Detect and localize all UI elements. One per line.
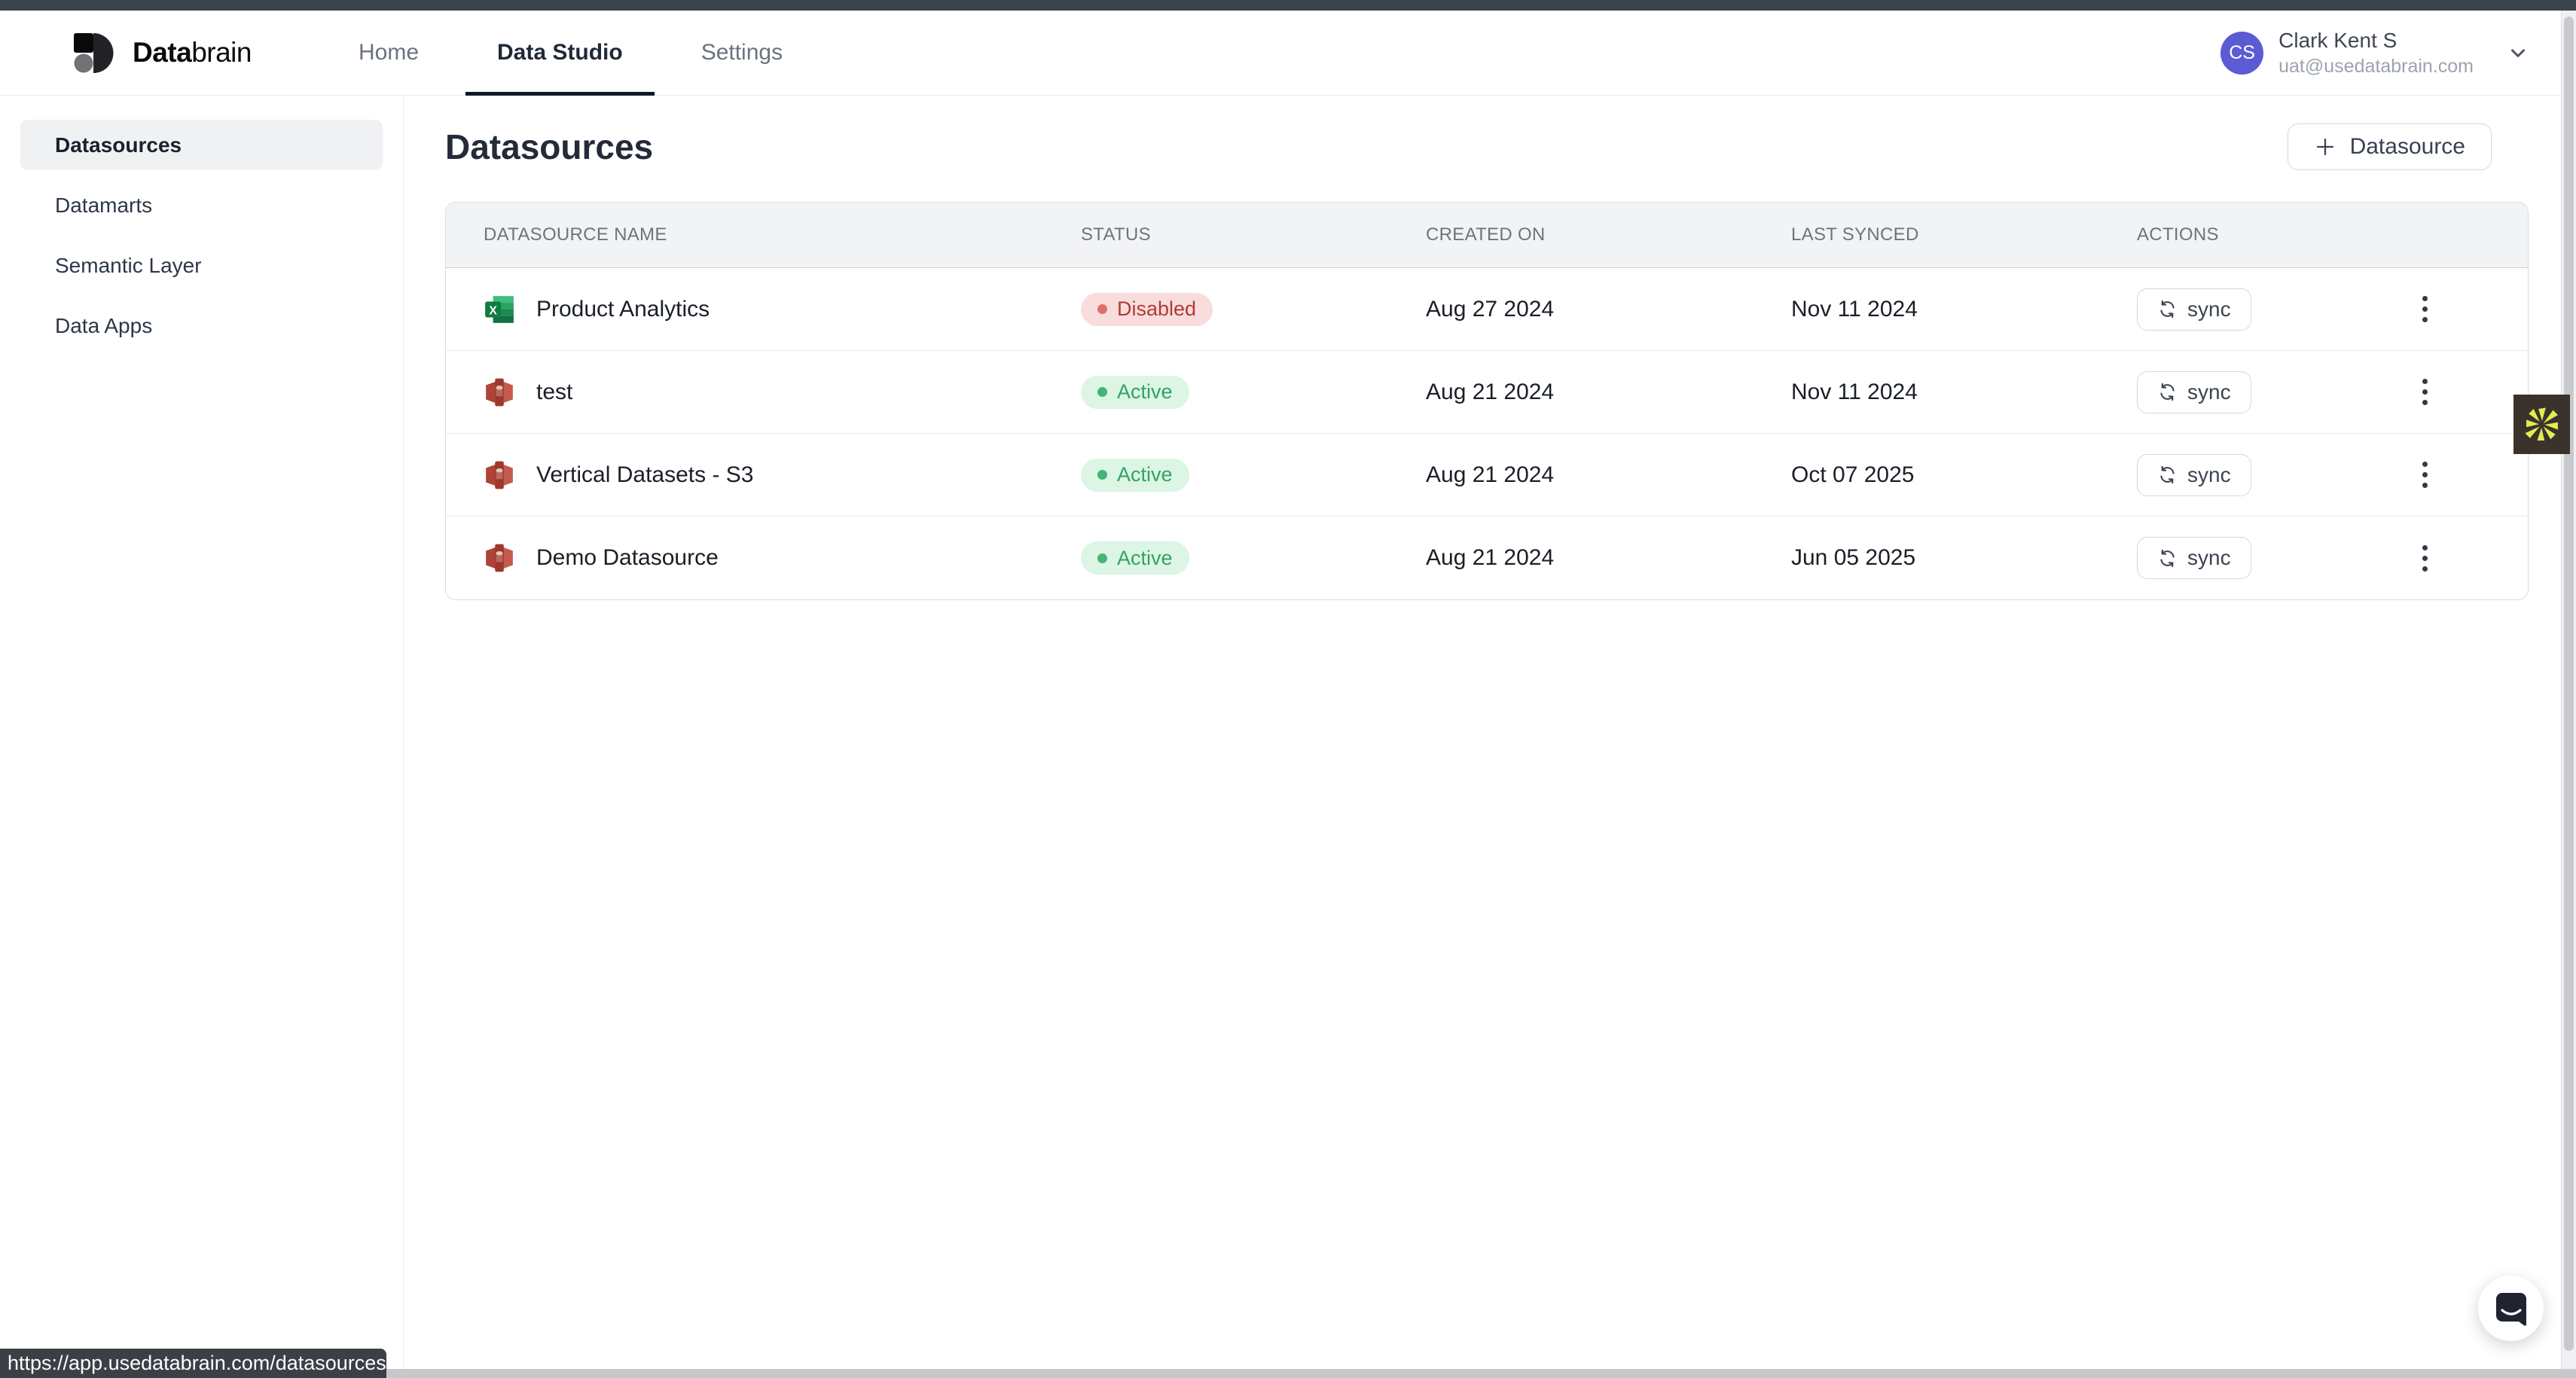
sidebar-item-datamarts[interactable]: Datamarts xyxy=(55,193,153,217)
status-dot-icon xyxy=(1097,387,1107,397)
vertical-scrollbar[interactable] xyxy=(2561,11,2576,1369)
col-header-actions: ACTIONS xyxy=(2137,224,2219,245)
created-on-value: Aug 27 2024 xyxy=(1426,296,1555,322)
row-menu-kebab-icon[interactable] xyxy=(2416,290,2434,328)
status-dot-icon xyxy=(1097,553,1107,563)
nav-tab-home[interactable]: Home xyxy=(358,40,420,65)
created-on-value: Aug 21 2024 xyxy=(1426,379,1555,404)
redshift-icon xyxy=(484,542,515,574)
col-header-datasource-name: DATASOURCE NAME xyxy=(484,224,667,245)
chevron-down-icon xyxy=(2507,41,2529,64)
page-title: Datasources xyxy=(445,127,654,166)
main-nav: Home Data Studio Settings xyxy=(319,11,822,96)
databrain-logo-icon xyxy=(72,32,114,73)
col-header-created-on: CREATED ON xyxy=(1426,224,1546,245)
user-email: uat@usedatabrain.com xyxy=(2278,55,2474,77)
table-row[interactable]: test Active Aug 21 2024 Nov 11 2024 xyxy=(446,351,2528,434)
refresh-icon xyxy=(2157,299,2178,319)
sidebar-item-semantic-layer[interactable]: Semantic Layer xyxy=(55,253,202,277)
sync-button[interactable]: sync xyxy=(2137,288,2251,331)
svg-text:X: X xyxy=(489,304,497,317)
status-dot-icon xyxy=(1097,304,1107,314)
status-dot-icon xyxy=(1097,470,1107,480)
avatar: CS xyxy=(2220,31,2264,75)
status-badge: Disabled xyxy=(1081,292,1213,326)
status-label: Active xyxy=(1117,380,1173,403)
created-on-value: Aug 21 2024 xyxy=(1426,545,1555,570)
last-synced-value: Oct 07 2025 xyxy=(1791,462,1915,487)
table-header-row: DATASOURCE NAME STATUS CREATED ON LAST S… xyxy=(446,203,2528,268)
plus-icon xyxy=(2314,136,2336,158)
datasources-table: DATASOURCE NAME STATUS CREATED ON LAST S… xyxy=(445,202,2529,600)
brand-logo[interactable]: Databrain xyxy=(72,32,252,73)
user-name: Clark Kent S xyxy=(2278,29,2397,53)
status-label: Active xyxy=(1117,463,1173,486)
refresh-icon xyxy=(2157,548,2178,569)
app-header: Databrain Home Data Studio Settings CS C… xyxy=(0,11,2576,96)
status-url-tooltip: https://app.usedatabrain.com/datasources xyxy=(0,1349,386,1378)
scrollbar-thumb[interactable] xyxy=(2564,17,2574,1351)
refresh-icon xyxy=(2157,382,2178,402)
table-row[interactable]: Demo Datasource Active Aug 21 2024 Jun 0… xyxy=(446,517,2528,599)
redshift-icon xyxy=(484,459,515,491)
last-synced-value: Nov 11 2024 xyxy=(1791,379,1918,404)
datasource-name: Vertical Datasets - S3 xyxy=(536,462,754,487)
datasource-name: Demo Datasource xyxy=(536,545,719,570)
page-header: Datasources Datasource xyxy=(445,123,2492,170)
created-on-value: Aug 21 2024 xyxy=(1426,462,1555,487)
table-row[interactable]: Vertical Datasets - S3 Active Aug 21 202… xyxy=(446,434,2528,517)
sidebar-item-data-apps[interactable]: Data Apps xyxy=(55,313,153,337)
status-badge: Active xyxy=(1081,458,1189,492)
status-label: Active xyxy=(1117,546,1173,569)
brand-name: Databrain xyxy=(133,37,252,68)
last-synced-value: Jun 05 2025 xyxy=(1791,545,1916,570)
chat-launcher-button[interactable] xyxy=(2478,1276,2544,1341)
datasource-name: test xyxy=(536,379,573,404)
table-body: X Product Analytics Disabled Aug 27 2024… xyxy=(446,268,2528,599)
extension-spark-widget[interactable] xyxy=(2513,395,2570,454)
col-header-last-synced: LAST SYNCED xyxy=(1791,224,1919,245)
sidebar-item-datasources[interactable]: Datasources xyxy=(20,120,383,170)
user-menu[interactable]: CS Clark Kent S uat@usedatabrain.com xyxy=(2220,28,2529,78)
main-content: Datasources Datasource DATASOURCE NAME S… xyxy=(404,96,2576,1378)
sync-button[interactable]: sync xyxy=(2137,453,2251,496)
col-header-status: STATUS xyxy=(1081,224,1151,245)
excel-icon: X xyxy=(484,294,515,325)
user-info: Clark Kent S uat@usedatabrain.com xyxy=(2278,28,2474,78)
status-badge: Active xyxy=(1081,541,1189,575)
bottom-scroll-strip xyxy=(0,1369,2576,1378)
sync-button[interactable]: sync xyxy=(2137,370,2251,413)
redshift-icon xyxy=(484,377,515,408)
refresh-icon xyxy=(2157,465,2178,485)
spark-asterisk-icon xyxy=(2520,403,2564,447)
last-synced-value: Nov 11 2024 xyxy=(1791,296,1918,322)
nav-tab-settings[interactable]: Settings xyxy=(700,40,783,65)
row-menu-kebab-icon[interactable] xyxy=(2416,539,2434,578)
row-menu-kebab-icon[interactable] xyxy=(2416,456,2434,494)
table-row[interactable]: X Product Analytics Disabled Aug 27 2024… xyxy=(446,268,2528,351)
nav-tab-data-studio[interactable]: Data Studio xyxy=(458,11,662,96)
row-menu-kebab-icon[interactable] xyxy=(2416,373,2434,411)
datasource-name: Product Analytics xyxy=(536,296,710,322)
add-datasource-button[interactable]: Datasource xyxy=(2287,123,2492,170)
chat-bubble-icon xyxy=(2495,1291,2528,1326)
browser-top-strip xyxy=(0,0,2576,11)
sync-button[interactable]: sync xyxy=(2137,537,2251,579)
status-badge: Active xyxy=(1081,375,1189,409)
status-label: Disabled xyxy=(1117,297,1197,320)
sidebar: Datasources Datamarts Semantic Layer Dat… xyxy=(0,96,404,1378)
